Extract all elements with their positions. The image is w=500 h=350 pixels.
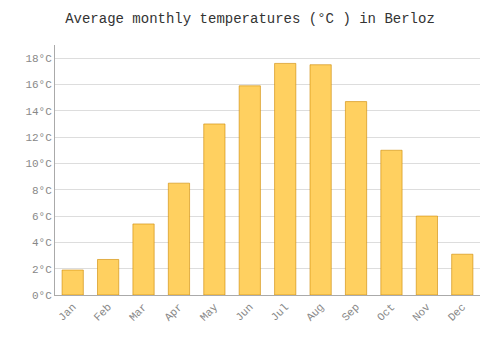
svg-text:Jan: Jan xyxy=(56,301,78,323)
svg-text:Jun: Jun xyxy=(233,301,255,323)
svg-text:Aug: Aug xyxy=(304,301,326,323)
svg-text:4°C: 4°C xyxy=(32,237,52,249)
svg-text:Feb: Feb xyxy=(92,301,114,323)
svg-text:Mar: Mar xyxy=(127,301,149,323)
svg-text:Jul: Jul xyxy=(269,301,291,323)
svg-text:16°C: 16°C xyxy=(25,79,52,91)
svg-text:Nov: Nov xyxy=(410,301,433,324)
svg-text:14°C: 14°C xyxy=(25,106,52,118)
svg-text:10°C: 10°C xyxy=(25,158,52,170)
svg-text:2°C: 2°C xyxy=(32,264,52,276)
svg-text:Apr: Apr xyxy=(162,301,184,323)
svg-text:Sep: Sep xyxy=(340,301,362,323)
svg-text:18°C: 18°C xyxy=(25,53,52,65)
svg-text:Dec: Dec xyxy=(446,301,468,323)
svg-text:12°C: 12°C xyxy=(25,132,52,144)
svg-text:Average monthly temperatures (: Average monthly temperatures (°C ) in Be… xyxy=(65,11,435,27)
svg-text:6°C: 6°C xyxy=(32,211,52,223)
svg-text:Oct: Oct xyxy=(375,301,397,323)
svg-text:8°C: 8°C xyxy=(32,185,52,197)
svg-text:May: May xyxy=(198,301,221,324)
svg-text:0°C: 0°C xyxy=(32,290,52,302)
